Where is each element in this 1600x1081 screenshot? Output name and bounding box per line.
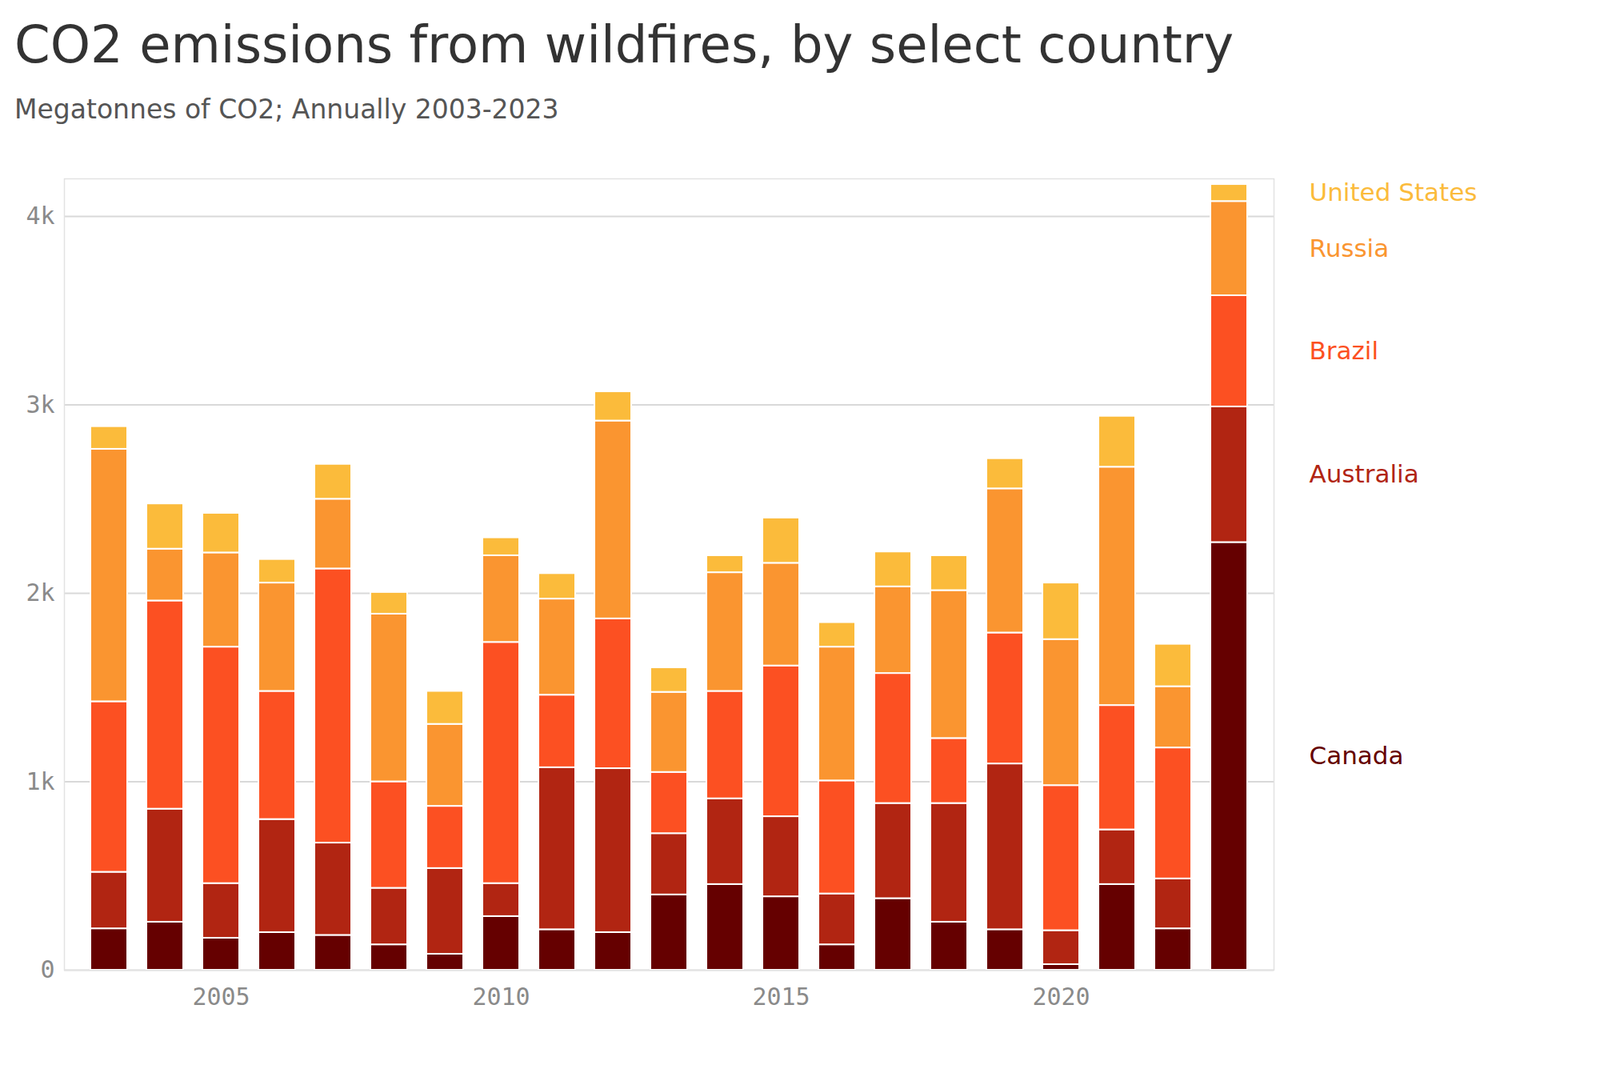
svg-text:Canada: Canada <box>1309 740 1404 770</box>
svg-text:2020: 2020 <box>1032 982 1090 1011</box>
svg-text:3k: 3k <box>25 390 55 419</box>
svg-text:Brazil: Brazil <box>1309 336 1380 365</box>
html-text:Megatonnes of CO2; Annually 20: Megatonnes of CO2; Annually 2003-2023 <box>14 93 559 125</box>
svg-text:2010: 2010 <box>472 982 530 1011</box>
html-text:CO2 emissions from wildfires,: CO2 emissions from wildfires, by select … <box>14 15 1234 75</box>
svg-text:United States: United States <box>1309 177 1478 207</box>
svg-text:0: 0 <box>40 955 55 984</box>
svg-text:Russia: Russia <box>1309 233 1390 263</box>
svg-text:2015: 2015 <box>752 982 810 1011</box>
svg-text:1k: 1k <box>25 767 55 796</box>
svg-text:Australia: Australia <box>1309 459 1420 488</box>
svg-text:2005: 2005 <box>192 982 250 1011</box>
svg-text:4k: 4k <box>25 201 55 230</box>
svg-text:2k: 2k <box>25 578 55 607</box>
